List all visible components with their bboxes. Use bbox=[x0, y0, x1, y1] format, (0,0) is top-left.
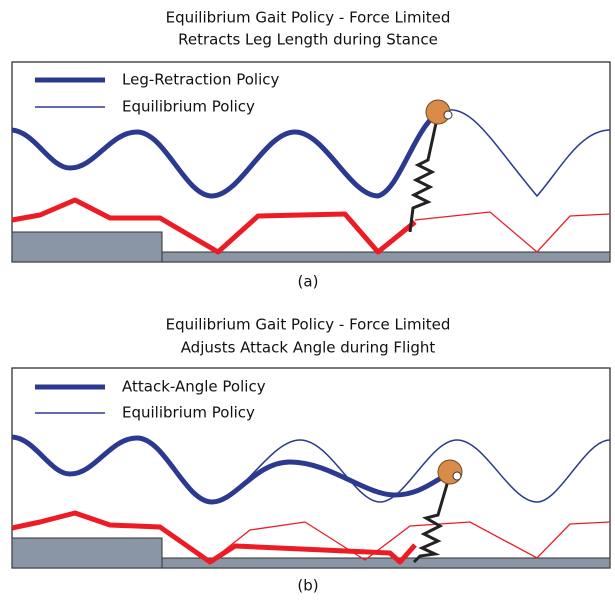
caption: (b) bbox=[297, 577, 318, 595]
caption: (a) bbox=[298, 273, 319, 291]
hip-joint bbox=[444, 111, 452, 119]
panel-b: Equilibrium Gait Policy - Force Limited … bbox=[12, 316, 610, 595]
figure: Equilibrium Gait Policy - Force Limited … bbox=[0, 0, 615, 596]
legend-label: Equilibrium Policy bbox=[122, 404, 255, 422]
title-line: Equilibrium Gait Policy - Force Limited bbox=[166, 316, 451, 334]
ground bbox=[162, 558, 610, 568]
title-line: Equilibrium Gait Policy - Force Limited bbox=[166, 9, 451, 27]
legend-label: Equilibrium Policy bbox=[122, 98, 255, 116]
ground bbox=[162, 252, 610, 262]
legend-label: Attack-Angle Policy bbox=[122, 378, 266, 396]
legend-label: Leg-Retraction Policy bbox=[122, 71, 279, 89]
title-line: Adjusts Attack Angle during Flight bbox=[181, 339, 436, 357]
title-line: Retracts Leg Length during Stance bbox=[178, 31, 438, 49]
ground-step bbox=[12, 538, 162, 568]
hip-joint bbox=[453, 472, 461, 480]
panel-a: Equilibrium Gait Policy - Force Limited … bbox=[12, 9, 610, 291]
ground-step bbox=[12, 232, 162, 262]
